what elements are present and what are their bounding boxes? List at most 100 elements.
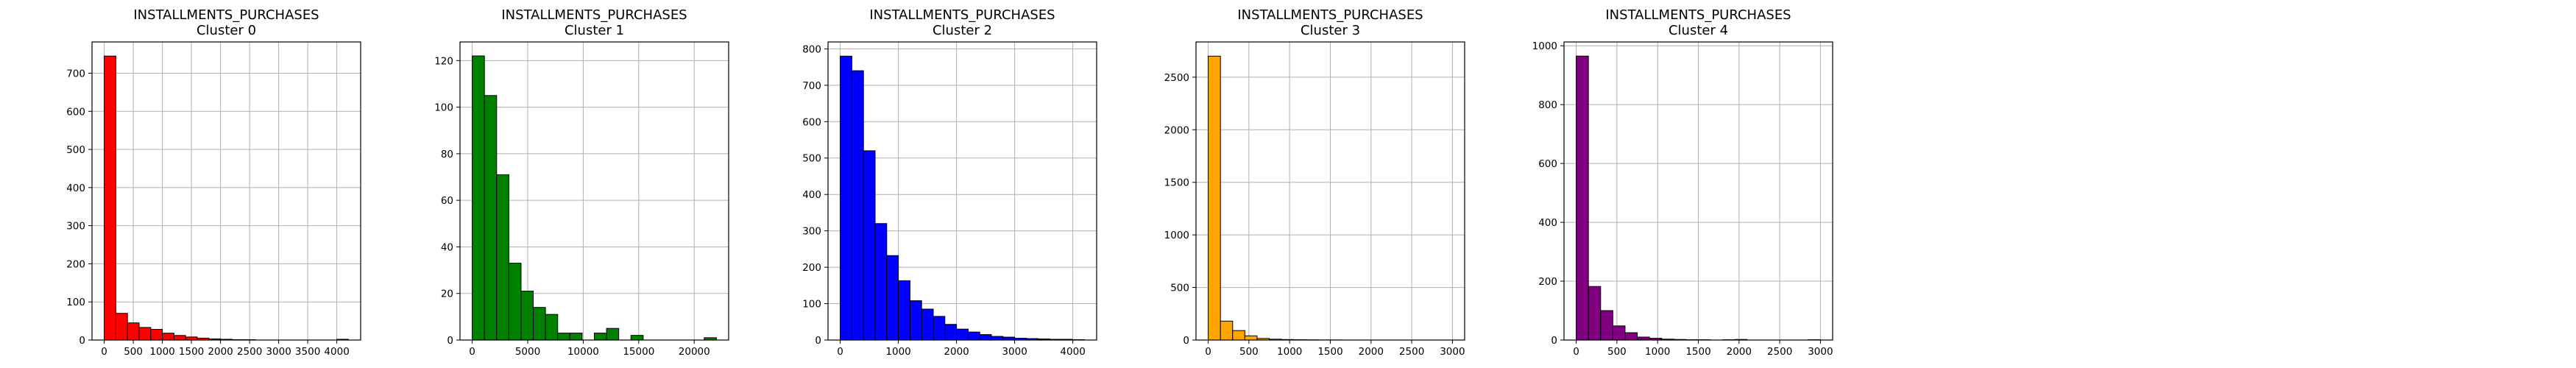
y-tick-label: 40 [441,241,453,253]
x-tick-label: 4000 [324,346,349,358]
y-tick-label: 800 [802,43,821,55]
y-tick-label: 1500 [1164,177,1189,189]
y-tick-label: 80 [441,149,453,160]
histogram-cluster-4: INSTALLMENTS_PURCHASES Cluster 4 0 500 1000 1… [1512,0,1836,368]
x-tick-label: 3000 [266,346,291,358]
x-tick-label: 1500 [179,346,204,358]
y-tick-label: 200 [66,258,85,270]
x-tick-label: 20000 [679,346,710,358]
histogram-bar [606,328,620,341]
x-tick-label: 5000 [515,346,540,358]
histogram-bar [138,327,152,341]
histogram-bar [557,333,570,341]
y-tick-label: 800 [1538,99,1557,111]
y-tick-label: 60 [441,195,453,207]
x-tick-label: 1000 [1277,346,1302,358]
histogram-bar [886,255,899,341]
histogram-bar [533,307,546,341]
x-tick-label: 1000 [885,346,910,358]
chart-title: INSTALLMENTS_PURCHASES [1605,7,1791,23]
y-tick-label: 600 [802,116,821,128]
chart-subtitle: Cluster 1 [565,23,624,38]
histogram-bar [594,333,607,341]
x-tick-label: 2000 [208,346,233,358]
histogram-cluster-3: INSTALLMENTS_PURCHASES Cluster 3 0 500 1000 1… [1144,0,1468,368]
y-tick-label: 600 [1538,158,1557,170]
y-tick-label: 600 [66,106,85,118]
y-tick-label: 700 [802,80,821,92]
histogram-bar [909,300,922,341]
y-tick-label: 300 [802,226,821,238]
histogram-bar [1588,286,1602,341]
x-tick-label: 2500 [1399,346,1424,358]
x-tick-label: 3000 [1002,346,1027,358]
y-tick-label: 500 [66,144,85,156]
x-tick-label: 3000 [1808,346,1833,358]
y-tick-label: 0 [815,335,821,347]
histogram-bar [956,328,969,341]
histogram-bar [840,55,852,341]
x-tick-label: 3000 [1440,346,1465,358]
y-tick-label: 2000 [1164,124,1189,136]
histogram-bar [162,333,174,341]
x-tick-label: 0 [469,346,475,358]
histogram-cluster-0: INSTALLMENTS_PURCHASES Cluster 0 0 500 1000 1… [40,0,364,368]
y-tick-label: 0 [447,335,453,347]
chart-title: INSTALLMENTS_PURCHASES [501,7,687,23]
x-tick-label: 1000 [149,346,174,358]
histogram-bar [484,95,498,341]
y-tick-label: 400 [802,189,821,201]
y-tick-label: 200 [802,262,821,274]
y-tick-label: 0 [1551,335,1557,347]
histogram-cluster-1: INSTALLMENTS_PURCHASES Cluster 1 0 5000 1000… [408,0,732,368]
y-tick-label: 100 [66,297,85,308]
histogram-bar [933,316,946,341]
x-tick-label: 1500 [1317,346,1342,358]
x-tick-label: 4000 [1060,346,1085,358]
histogram-bar [991,336,1004,341]
histogram-cluster-2: INSTALLMENTS_PURCHASES Cluster 2 0 1000 2000… [776,0,1100,368]
histogram-bar [1232,330,1245,341]
x-tick-label: 2500 [1767,346,1792,358]
y-tick-label: 0 [1183,335,1189,347]
histogram-bar [874,223,888,341]
histogram-bar [1220,320,1234,341]
y-tick-label: 120 [434,55,453,67]
y-tick-label: 200 [1538,276,1557,288]
x-tick-label: 1500 [1685,346,1710,358]
histogram-bar [967,331,980,341]
x-tick-label: 15000 [623,346,654,358]
histogram-bar [979,334,992,341]
histogram-bar [863,150,876,341]
y-tick-label: 700 [66,68,85,79]
x-tick-label: 1000 [1645,346,1670,358]
y-tick-label: 1000 [1164,230,1189,241]
x-tick-label: 0 [1205,346,1211,358]
histogram-bar [1612,325,1626,341]
axes-frame [91,41,361,341]
histogram-bar [472,55,485,341]
chart-subtitle: Cluster 3 [1301,23,1360,38]
y-tick-label: 100 [434,102,453,114]
histogram-bar [150,328,163,341]
chart-title: INSTALLMENTS_PURCHASES [133,7,319,23]
chart-subtitle: Cluster 2 [933,23,992,38]
histogram-bar [185,336,198,341]
x-tick-label: 500 [1239,346,1259,358]
histogram-bar [921,308,934,341]
histogram-bar [1208,55,1221,341]
y-tick-label: 400 [66,183,85,194]
x-tick-label: 10000 [567,346,599,358]
y-tick-label: 100 [802,299,821,311]
axes-frame [827,41,1097,341]
y-tick-label: 500 [802,153,821,165]
x-tick-label: 2500 [237,346,262,358]
y-tick-label: 1000 [1532,40,1557,52]
y-tick-label: 400 [1538,217,1557,229]
x-tick-label: 0 [837,346,843,358]
histogram-bar [1576,55,1589,341]
chart-title: INSTALLMENTS_PURCHASES [869,7,1055,23]
